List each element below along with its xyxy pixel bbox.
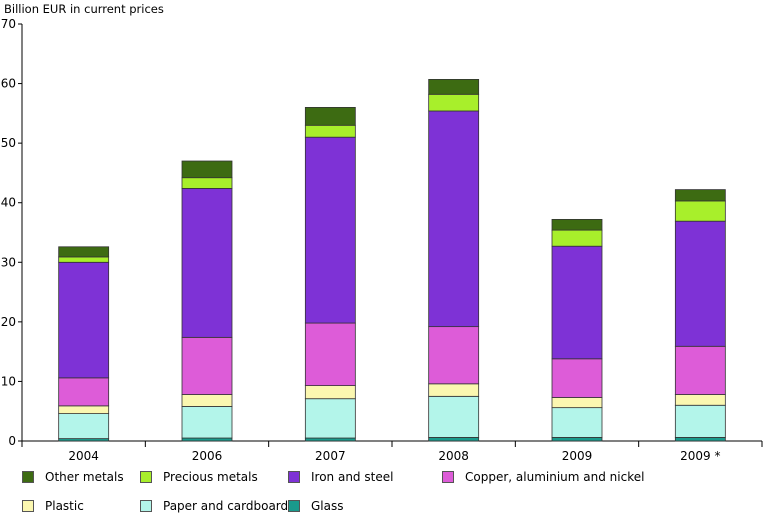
bar-2006-glass (181, 437, 233, 442)
bar-2004-other-metals (58, 246, 110, 258)
legend-swatch-paper-cardboard (140, 500, 152, 512)
legend-label-plastic: Plastic (45, 499, 84, 513)
legend-label-precious-metals: Precious metals (163, 470, 258, 484)
bar-2006-copper-aluminium-and-nickel (181, 336, 233, 395)
y-tick-label-20: 20 (1, 315, 16, 329)
bar-2008-other-metals (428, 79, 480, 95)
bar-2008-copper-aluminium-and-nickel (428, 326, 480, 385)
legend-item-plastic: Plastic (22, 497, 84, 515)
bar-2008-iron-and-steel (428, 110, 480, 328)
bar-2007-other-metals (304, 107, 356, 126)
bar-2007-plastic (304, 385, 356, 400)
bar-2007-glass (304, 437, 356, 442)
bar-2009-other-metals (551, 218, 603, 231)
bar-2009-paper-and-cardboard (551, 407, 603, 438)
bar-2006-iron-and-steel (181, 188, 233, 338)
legend-swatch-other-metals (22, 471, 34, 483)
bar-2006-plastic (181, 394, 233, 407)
bar-2009-paper-and-cardboard (674, 404, 726, 438)
bar-2009-glass (674, 437, 726, 442)
y-tick-label-40: 40 (1, 196, 16, 210)
bar-2009-copper-aluminium-and-nickel (551, 358, 603, 398)
bar-2009-plastic (551, 397, 603, 409)
x-tick-label-2008: 2008 (438, 449, 469, 463)
y-tick-label-0: 0 (8, 434, 16, 448)
bar-2004-copper-aluminium-and-nickel (58, 377, 110, 407)
legend-item-precious-metals: Precious metals (140, 468, 258, 486)
legend-swatch-glass (288, 500, 300, 512)
y-axis-title: Billion EUR in current prices (4, 2, 164, 16)
legend-label-copper-aluminium-nickel: Copper, aluminium and nickel (465, 470, 645, 484)
bar-2008-glass (428, 437, 480, 442)
legend-item-copper-aluminium-nickel: Copper, aluminium and nickel (442, 468, 644, 486)
bar-2009-iron-and-steel (551, 245, 603, 360)
y-tick-label-30: 30 (1, 255, 16, 269)
legend-swatch-plastic (22, 500, 34, 512)
bar-2009-precious-metals (551, 229, 603, 247)
legend-item-other-metals: Other metals (22, 468, 124, 486)
legend-label-paper-cardboard: Paper and cardboard (163, 499, 289, 513)
bar-2006-paper-and-cardboard (181, 406, 233, 439)
bar-2006-other-metals (181, 160, 233, 179)
legend-label-iron-steel: Iron and steel (311, 470, 394, 484)
legend-item-iron-steel: Iron and steel (288, 468, 393, 486)
bar-2006-precious-metals (181, 177, 233, 189)
bar-2009-other-metals (674, 189, 726, 202)
x-tick-label-2006: 2006 (192, 449, 223, 463)
bar-2007-copper-aluminium-and-nickel (304, 322, 356, 386)
bar-2004-precious-metals (58, 256, 110, 263)
bar-2009-plastic (674, 394, 726, 406)
x-tick-label-2009: 2009 * (680, 449, 720, 463)
legend-label-other-metals: Other metals (45, 470, 124, 484)
bar-2009-copper-aluminium-and-nickel (674, 345, 726, 395)
bar-2009-iron-and-steel (674, 220, 726, 347)
bar-2008-precious-metals (428, 93, 480, 112)
bar-2007-paper-and-cardboard (304, 398, 356, 439)
bar-2004-paper-and-cardboard (58, 413, 110, 440)
x-tick-label-2007: 2007 (315, 449, 346, 463)
legend-swatch-precious-metals (140, 471, 152, 483)
bar-2008-plastic (428, 383, 480, 397)
y-tick-label-60: 60 (1, 77, 16, 91)
y-tick-label-70: 70 (1, 17, 16, 31)
bar-2007-iron-and-steel (304, 136, 356, 324)
legend-label-glass: Glass (311, 499, 344, 513)
bar-2004-iron-and-steel (58, 261, 110, 379)
bar-2009-precious-metals (674, 200, 726, 222)
legend-swatch-copper-aluminium-nickel (442, 471, 454, 483)
legend-item-glass: Glass (288, 497, 344, 515)
bar-2009-glass (551, 437, 603, 442)
bar-2007-precious-metals (304, 124, 356, 138)
legend-item-paper-cardboard: Paper and cardboard (140, 497, 288, 515)
y-tick-label-50: 50 (1, 136, 16, 150)
legend-swatch-iron-steel (288, 471, 300, 483)
bar-2008-paper-and-cardboard (428, 395, 480, 438)
x-tick-label-2004: 2004 (68, 449, 99, 463)
y-tick-label-10: 10 (1, 374, 16, 388)
x-tick-label-2009: 2009 (562, 449, 593, 463)
bar-2004-plastic (58, 405, 110, 414)
